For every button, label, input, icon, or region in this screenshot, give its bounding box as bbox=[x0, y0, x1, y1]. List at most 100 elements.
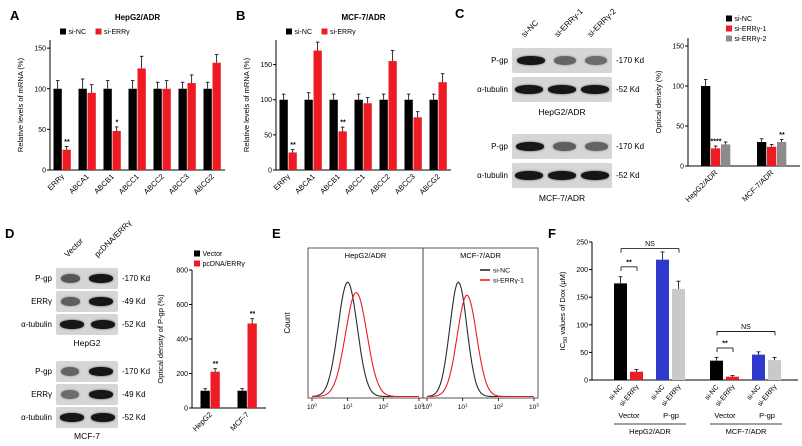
chart-shape bbox=[304, 99, 313, 170]
panel-label-d: D bbox=[5, 226, 15, 241]
chart-shape: 2 bbox=[386, 403, 389, 409]
chart-text: NS bbox=[645, 241, 655, 248]
chart-text: IC50 values of Dox (μM) bbox=[558, 271, 569, 350]
chart-text: ABCG2 bbox=[192, 172, 216, 196]
chart-shape bbox=[427, 294, 534, 398]
chart-shape bbox=[78, 88, 87, 170]
molecular-weight-marker: -170 Kd bbox=[122, 367, 151, 376]
chart-text: Relative levels of mRNA (%) bbox=[16, 57, 25, 152]
chart-text: 100 bbox=[576, 322, 588, 329]
chart-text: si-NC bbox=[69, 29, 87, 36]
chart-text: ** bbox=[64, 139, 70, 146]
blot-row: P-gp -170 Kd bbox=[466, 134, 644, 159]
chart-shape bbox=[128, 88, 137, 170]
protein-band bbox=[547, 85, 576, 94]
chart-text: 150 bbox=[260, 62, 272, 69]
chart-shape: 1 bbox=[350, 403, 353, 409]
protein-band bbox=[516, 142, 545, 151]
molecular-weight-marker: -170 Kd bbox=[616, 142, 645, 151]
protein-band bbox=[61, 390, 79, 399]
chart-shape bbox=[162, 88, 171, 170]
molecular-weight-marker: -170 Kd bbox=[616, 56, 645, 65]
chart-shape bbox=[768, 360, 781, 380]
chart-text: ** bbox=[340, 120, 346, 127]
chart-text: si-NC bbox=[493, 268, 510, 275]
protein-band bbox=[585, 142, 608, 151]
blot-image bbox=[512, 134, 612, 159]
chart-shape bbox=[53, 88, 62, 170]
chart-shape bbox=[137, 68, 146, 170]
chart-shape bbox=[311, 281, 419, 398]
blot-row: α-tubulin -52 Kd bbox=[466, 163, 640, 188]
protein-band bbox=[60, 274, 81, 283]
chart-shape bbox=[726, 15, 732, 22]
protein-label: ERRγ bbox=[31, 297, 52, 306]
blot-image bbox=[56, 384, 118, 405]
chart-text: Optical density (%) bbox=[654, 70, 663, 133]
chart-text: 103 bbox=[414, 403, 424, 412]
chart-shape bbox=[630, 371, 643, 380]
chart-text: si-ERRγ-1 bbox=[735, 26, 767, 33]
chart-shape bbox=[194, 250, 200, 257]
blot-row: α-tubulin -52 Kd bbox=[466, 77, 640, 102]
panel-label-e: E bbox=[272, 226, 281, 241]
protein-band bbox=[89, 297, 114, 306]
chart-text: Vector bbox=[618, 411, 640, 420]
panel-a-mrna-bar-chart: 0 50 100 150 Relative levels of mRNA (%) HepG… bbox=[16, 13, 225, 196]
chart-text: Count bbox=[283, 312, 292, 334]
molecular-weight-marker: -170 Kd bbox=[122, 274, 151, 283]
protein-label: P-gp bbox=[35, 274, 52, 283]
chart-text: 100 bbox=[260, 97, 272, 104]
protein-band bbox=[514, 171, 543, 180]
protein-band bbox=[89, 367, 114, 376]
protein-label: α-tubulin bbox=[477, 171, 508, 180]
chart-shape bbox=[178, 88, 187, 170]
chart-text: HepG2 bbox=[191, 410, 214, 433]
chart-text: **** bbox=[711, 139, 722, 146]
chart-shape bbox=[60, 28, 66, 35]
chart-text: ABCC1 bbox=[117, 172, 141, 196]
protein-band bbox=[59, 413, 84, 422]
chart-text: MCF-7/ADR bbox=[342, 13, 386, 22]
protein-band bbox=[60, 367, 80, 376]
chart-shape bbox=[438, 82, 447, 170]
chart-text: 100 bbox=[307, 403, 317, 412]
chart-shape bbox=[656, 259, 669, 380]
chart-shape bbox=[210, 371, 220, 408]
blot-row: P-gp -170 Kd bbox=[466, 48, 644, 73]
chart-text: ** bbox=[290, 142, 296, 149]
chart-text: 150 bbox=[672, 44, 684, 51]
chart-shape: 0 bbox=[314, 403, 317, 409]
chart-text: P-gp bbox=[663, 411, 679, 420]
blot-image bbox=[512, 48, 612, 73]
chart-text: 800 bbox=[176, 268, 188, 275]
lane-label: si-ERRγ-1 bbox=[552, 6, 585, 39]
chart-text: ERRγ bbox=[272, 172, 292, 192]
panel-d-density-bar-chart: 0 200 400 600 800 Optical density of P-gp (%)… bbox=[156, 250, 266, 433]
chart-shape bbox=[672, 288, 685, 380]
chart-shape: IC bbox=[558, 342, 567, 350]
molecular-weight-marker: -52 Kd bbox=[122, 413, 146, 422]
chart-text: MCF-7 bbox=[228, 410, 251, 433]
blot-image bbox=[512, 163, 612, 188]
chart-shape bbox=[429, 99, 438, 170]
chart-shape: 10 bbox=[529, 404, 537, 411]
panel-label-a: A bbox=[10, 8, 20, 23]
chart-text: ABCB1 bbox=[318, 172, 342, 196]
chart-shape bbox=[404, 99, 413, 170]
chart-shape: 10 bbox=[493, 404, 501, 411]
blot-row: α-tubulin -52 Kd bbox=[12, 407, 146, 428]
protein-band bbox=[585, 56, 608, 65]
panel-b-mrna-bar-chart: 0 50 100 150 Relative levels of mRNA (%) MCF-… bbox=[242, 13, 451, 196]
cell-line-label: HepG2 bbox=[73, 338, 101, 348]
chart-shape bbox=[426, 281, 534, 398]
blot-row: α-tubulin -52 Kd bbox=[12, 314, 146, 335]
chart-shape bbox=[200, 390, 210, 408]
chart-text: 101 bbox=[343, 403, 353, 412]
chart-shape: 0 bbox=[429, 403, 432, 409]
chart-shape bbox=[187, 83, 196, 170]
chart-shape bbox=[767, 146, 777, 166]
chart-shape bbox=[777, 142, 787, 166]
protein-label: P-gp bbox=[491, 56, 508, 65]
blot-image bbox=[512, 77, 612, 102]
